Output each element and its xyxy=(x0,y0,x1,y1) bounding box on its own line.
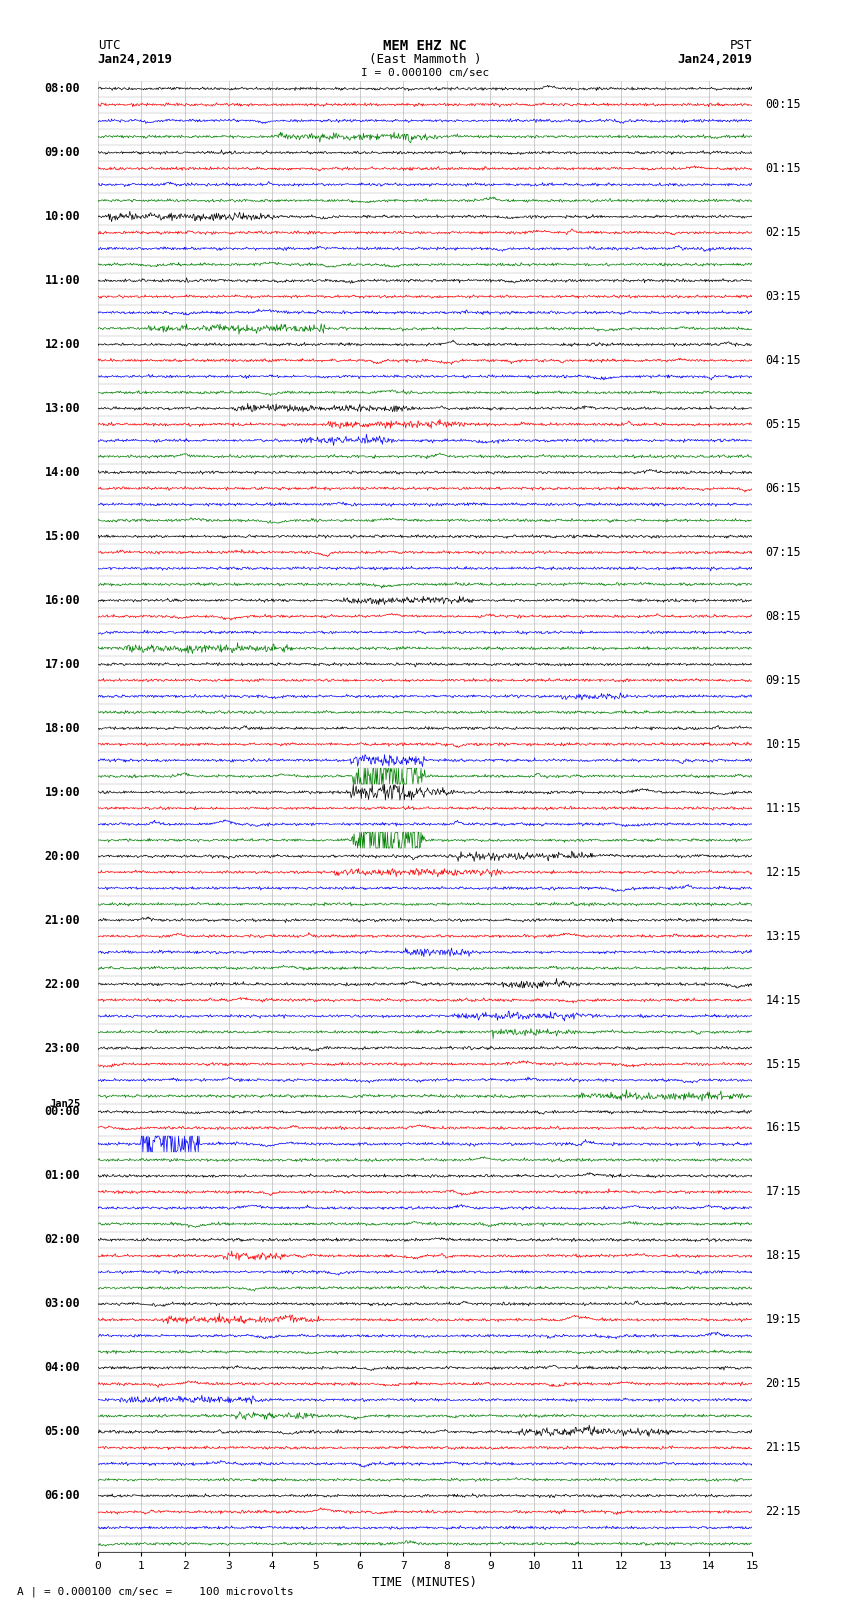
Text: Jan24,2019: Jan24,2019 xyxy=(677,53,752,66)
Text: 08:15: 08:15 xyxy=(765,610,801,623)
Text: 00:00: 00:00 xyxy=(45,1105,80,1118)
Text: 17:00: 17:00 xyxy=(45,658,80,671)
Text: 12:15: 12:15 xyxy=(765,866,801,879)
Text: 18:00: 18:00 xyxy=(45,721,80,736)
Text: 15:00: 15:00 xyxy=(45,529,80,544)
Text: 16:15: 16:15 xyxy=(765,1121,801,1134)
Text: 10:15: 10:15 xyxy=(765,737,801,750)
Text: 12:00: 12:00 xyxy=(45,339,80,352)
Text: 13:15: 13:15 xyxy=(765,929,801,942)
Text: 03:15: 03:15 xyxy=(765,290,801,303)
Text: 11:15: 11:15 xyxy=(765,802,801,815)
Text: 04:15: 04:15 xyxy=(765,353,801,368)
Text: 01:15: 01:15 xyxy=(765,161,801,176)
Text: 00:15: 00:15 xyxy=(765,98,801,111)
Text: 14:00: 14:00 xyxy=(45,466,80,479)
Text: 19:15: 19:15 xyxy=(765,1313,801,1326)
Text: 22:00: 22:00 xyxy=(45,977,80,990)
Text: 07:15: 07:15 xyxy=(765,545,801,558)
Text: 20:00: 20:00 xyxy=(45,850,80,863)
Text: 17:15: 17:15 xyxy=(765,1186,801,1198)
Text: 04:00: 04:00 xyxy=(45,1361,80,1374)
Text: (East Mammoth ): (East Mammoth ) xyxy=(369,53,481,66)
Text: MEM EHZ NC: MEM EHZ NC xyxy=(383,39,467,53)
Text: 16:00: 16:00 xyxy=(45,594,80,606)
Text: 02:15: 02:15 xyxy=(765,226,801,239)
Text: 05:15: 05:15 xyxy=(765,418,801,431)
Text: 11:00: 11:00 xyxy=(45,274,80,287)
Text: A | = 0.000100 cm/sec =    100 microvolts: A | = 0.000100 cm/sec = 100 microvolts xyxy=(17,1586,294,1597)
Text: 10:00: 10:00 xyxy=(45,210,80,223)
Text: 05:00: 05:00 xyxy=(45,1426,80,1439)
Text: 08:00: 08:00 xyxy=(45,82,80,95)
Text: PST: PST xyxy=(730,39,752,52)
Text: 22:15: 22:15 xyxy=(765,1505,801,1518)
Text: Jan24,2019: Jan24,2019 xyxy=(98,53,173,66)
Text: 06:00: 06:00 xyxy=(45,1489,80,1502)
Text: 23:00: 23:00 xyxy=(45,1042,80,1055)
Text: 15:15: 15:15 xyxy=(765,1058,801,1071)
Text: 13:00: 13:00 xyxy=(45,402,80,415)
Text: 18:15: 18:15 xyxy=(765,1250,801,1263)
Text: 01:00: 01:00 xyxy=(45,1169,80,1182)
Text: 21:00: 21:00 xyxy=(45,913,80,926)
X-axis label: TIME (MINUTES): TIME (MINUTES) xyxy=(372,1576,478,1589)
Text: 09:00: 09:00 xyxy=(45,147,80,160)
Text: 21:15: 21:15 xyxy=(765,1442,801,1455)
Text: I = 0.000100 cm/sec: I = 0.000100 cm/sec xyxy=(361,68,489,77)
Text: 20:15: 20:15 xyxy=(765,1378,801,1390)
Text: 03:00: 03:00 xyxy=(45,1297,80,1310)
Text: 06:15: 06:15 xyxy=(765,482,801,495)
Text: 14:15: 14:15 xyxy=(765,994,801,1007)
Text: 19:00: 19:00 xyxy=(45,786,80,798)
Text: Jan25: Jan25 xyxy=(49,1098,80,1110)
Text: UTC: UTC xyxy=(98,39,120,52)
Text: 02:00: 02:00 xyxy=(45,1234,80,1247)
Text: 09:15: 09:15 xyxy=(765,674,801,687)
